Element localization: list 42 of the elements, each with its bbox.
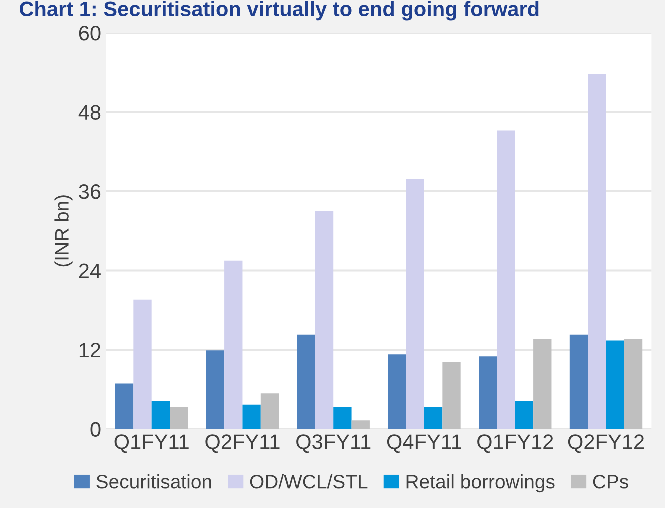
- bar: [424, 407, 443, 430]
- x-tick-label: Q1FY12: [478, 434, 554, 454]
- bar: [497, 130, 516, 430]
- x-tick-label: Q4FY11: [387, 434, 462, 454]
- x-tick-label: Q3FY11: [296, 434, 371, 454]
- legend-label: Retail borrowings: [406, 474, 555, 493]
- y-tick-label: 36: [79, 184, 101, 200]
- chart-title: Chart 1: Securitisation virtually to end going forward: [20, 1, 539, 21]
- bar: [388, 354, 406, 430]
- y-axis-title: (INR bn): [54, 196, 73, 267]
- legend-label: OD/WCL/STL: [250, 474, 368, 489]
- legend-label: CPs: [593, 475, 628, 489]
- bar: [588, 74, 606, 430]
- y-tick-label: 24: [79, 264, 101, 278]
- x-tick-label: Q1FY11: [114, 434, 189, 454]
- bar: [315, 211, 334, 430]
- bar: [534, 339, 552, 430]
- bar: [115, 384, 134, 430]
- bar: [260, 394, 280, 430]
- bar: [242, 404, 261, 430]
- bar: [152, 402, 170, 430]
- bar: [442, 362, 461, 430]
- x-tick-label: Q2FY12: [568, 434, 644, 454]
- bar: [134, 300, 152, 430]
- x-tick-label: Q2FY11: [206, 434, 280, 454]
- bar: [515, 402, 534, 430]
- y-tick-label: 48: [78, 105, 101, 120]
- bar: [352, 420, 370, 430]
- bar: [479, 356, 498, 430]
- bar: [406, 178, 424, 430]
- bar: [297, 334, 316, 430]
- bar: [570, 334, 588, 430]
- y-tick-label: 60: [79, 26, 101, 41]
- legend-label: Securitisation: [96, 474, 212, 489]
- bar: [624, 339, 643, 430]
- y-tick-label: 0: [90, 422, 101, 438]
- bar: [334, 407, 352, 430]
- y-tick-label: 12: [80, 343, 100, 358]
- bar: [170, 407, 188, 430]
- bar: [606, 340, 624, 430]
- bar: [206, 350, 225, 430]
- bar: [224, 260, 243, 430]
